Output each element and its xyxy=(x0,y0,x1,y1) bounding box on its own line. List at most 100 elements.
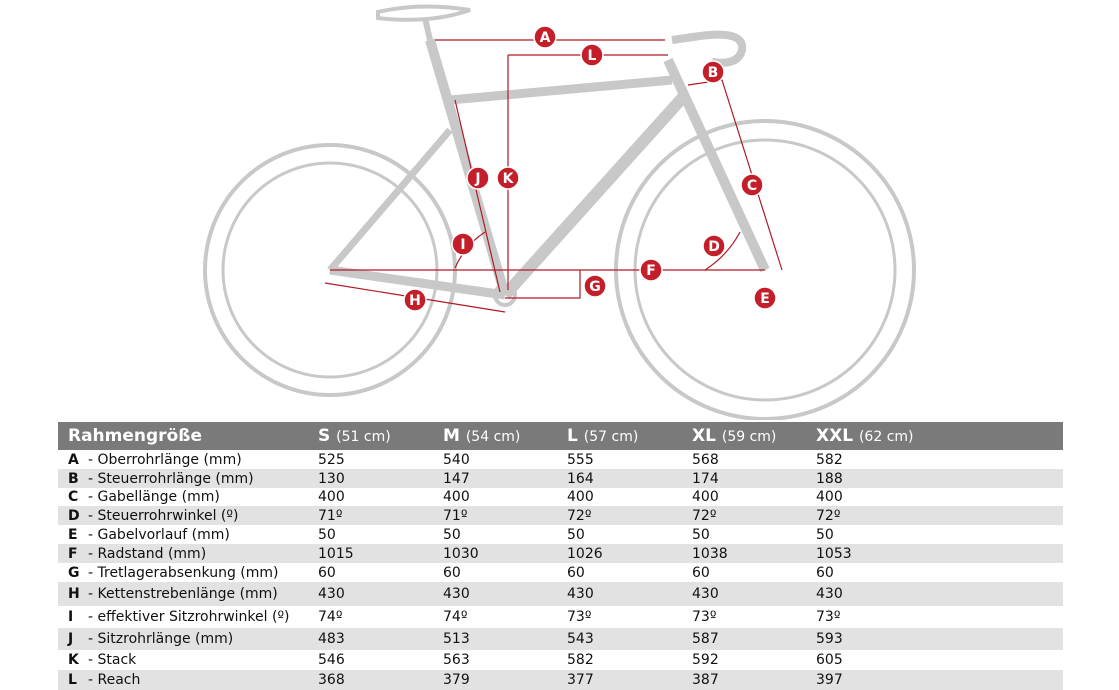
dimension-marker: J xyxy=(466,166,490,190)
cell-value: 397 xyxy=(816,672,843,688)
cell-value: 60 xyxy=(692,564,710,581)
row-letter: F xyxy=(68,545,78,562)
dimension-marker: A xyxy=(533,25,557,49)
cell-value: 379 xyxy=(443,672,470,688)
row-letter: H xyxy=(68,586,80,602)
cell-value: 71º xyxy=(318,507,343,524)
marker-label: D xyxy=(708,239,720,255)
row-letter: E xyxy=(68,526,78,543)
cell-value: 50 xyxy=(318,526,336,543)
table-row: H - Kettenstrebenlänge (mm) 430 430 430 430 43… xyxy=(58,582,1063,606)
cell-value: 50 xyxy=(692,526,710,543)
cell-value: 74º xyxy=(318,609,343,625)
row-letter: B xyxy=(68,470,79,487)
cell-value: 582 xyxy=(567,652,594,668)
cell-value: 60 xyxy=(816,564,834,581)
row-label: - Reach xyxy=(88,672,141,688)
cell-value: 71º xyxy=(443,507,468,524)
size-name: Rahmengröße xyxy=(68,426,202,446)
cell-value: 72º xyxy=(692,507,717,524)
marker-label: A xyxy=(540,30,551,46)
header-cell: XL (59 cm) xyxy=(692,426,776,446)
marker-circle xyxy=(639,258,663,282)
table-row: I - effektiver Sitzrohrwinkel (º) 74º 74º 73… xyxy=(58,606,1063,628)
cell-value: 1038 xyxy=(692,545,728,562)
marker-label: L xyxy=(588,48,597,64)
markers: A L B K J C I D F G E H xyxy=(403,25,777,312)
table-row: D - Steuerrohrwinkel (º) 71º 71º 72º 72º 72º xyxy=(58,506,1063,525)
frame xyxy=(203,4,916,420)
cell-value: 60 xyxy=(318,564,336,581)
row-label: - Oberrohrlänge (mm) xyxy=(88,451,242,468)
dimension-marker: E xyxy=(753,286,777,310)
row-letter: D xyxy=(68,507,80,524)
marker-label: G xyxy=(589,279,601,295)
cell-value: 430 xyxy=(567,586,594,602)
size-name: XL xyxy=(692,426,716,446)
table-row: F - Radstand (mm) 1015 1030 1026 1038 1053 xyxy=(58,544,1063,563)
table-row: C - Gabellänge (mm) 400 400 400 400 400 xyxy=(58,488,1063,506)
table-row: K - Stack 546 563 582 592 605 xyxy=(58,650,1063,670)
cell-value: 430 xyxy=(816,586,843,602)
row-label: - Tretlagerabsenkung (mm) xyxy=(88,564,279,581)
row-letter: C xyxy=(68,489,79,505)
marker-circle xyxy=(701,60,725,84)
cell-value: 400 xyxy=(443,489,470,505)
row-label: - effektiver Sitzrohrwinkel (º) xyxy=(88,609,290,625)
marker-label: J xyxy=(474,171,480,187)
header-cell: M (54 cm) xyxy=(443,426,520,446)
cell-value: 430 xyxy=(318,586,345,602)
cell-value: 546 xyxy=(318,652,345,668)
row-letter: G xyxy=(68,564,80,581)
row-letter: I xyxy=(68,609,74,625)
dimension-marker: L xyxy=(580,43,604,67)
size-name: M xyxy=(443,426,460,446)
cell-value: 1053 xyxy=(816,545,852,562)
size-name: S xyxy=(318,426,331,446)
table-row: J - Sitzrohrlänge (mm) 483 513 543 587 593 xyxy=(58,628,1063,650)
row-label: - Kettenstrebenlänge (mm) xyxy=(88,586,278,602)
marker-circle xyxy=(466,166,490,190)
cell-value: 73º xyxy=(816,609,841,625)
cell-value: 147 xyxy=(443,470,470,487)
cell-value: 387 xyxy=(692,672,719,688)
cell-value: 1026 xyxy=(567,545,603,562)
geometry-table: Rahmengröße S (51 cm) M (54 cm) L (57 cm) XL… xyxy=(58,422,1063,690)
marker-circle xyxy=(753,286,777,310)
cell-value: 130 xyxy=(318,470,345,487)
marker-circle xyxy=(580,43,604,67)
cell-value: 60 xyxy=(443,564,461,581)
cell-value: 540 xyxy=(443,451,470,468)
cell-value: 188 xyxy=(816,470,843,487)
cell-value: 1015 xyxy=(318,545,354,562)
cell-value: 164 xyxy=(567,470,594,487)
dimension-marker: B xyxy=(701,60,725,84)
cell-value: 513 xyxy=(443,631,470,647)
header-row: Rahmengröße S (51 cm) M (54 cm) L (57 cm) XL… xyxy=(58,422,1063,450)
dimension-marker: I xyxy=(451,232,475,256)
cell-value: 72º xyxy=(816,507,841,524)
cell-value: 73º xyxy=(567,609,592,625)
marker-label: I xyxy=(460,237,465,253)
cell-value: 400 xyxy=(318,489,345,505)
bike-diagram: A L B K J C I D F G E H xyxy=(203,4,916,420)
marker-circle xyxy=(702,234,726,258)
cell-value: 587 xyxy=(692,631,719,647)
header-cell: S (51 cm) xyxy=(318,426,391,446)
cell-value: 50 xyxy=(816,526,834,543)
dimension-marker: G xyxy=(583,274,607,298)
cell-value: 400 xyxy=(692,489,719,505)
size-cm: (54 cm) xyxy=(465,429,521,445)
cell-value: 555 xyxy=(567,451,594,468)
header-cell: Rahmengröße xyxy=(68,426,202,446)
cell-value: 174 xyxy=(692,470,719,487)
cell-value: 483 xyxy=(318,631,345,647)
table-row: B - Steuerrohrlänge (mm) 130 147 164 174 188 xyxy=(58,469,1063,488)
cell-value: 400 xyxy=(567,489,594,505)
dimension-marker: D xyxy=(702,234,726,258)
cell-value: 50 xyxy=(567,526,585,543)
cell-value: 400 xyxy=(816,489,843,505)
cell-value: 430 xyxy=(443,586,470,602)
row-letter: K xyxy=(68,652,79,668)
marker-label: B xyxy=(708,65,719,81)
